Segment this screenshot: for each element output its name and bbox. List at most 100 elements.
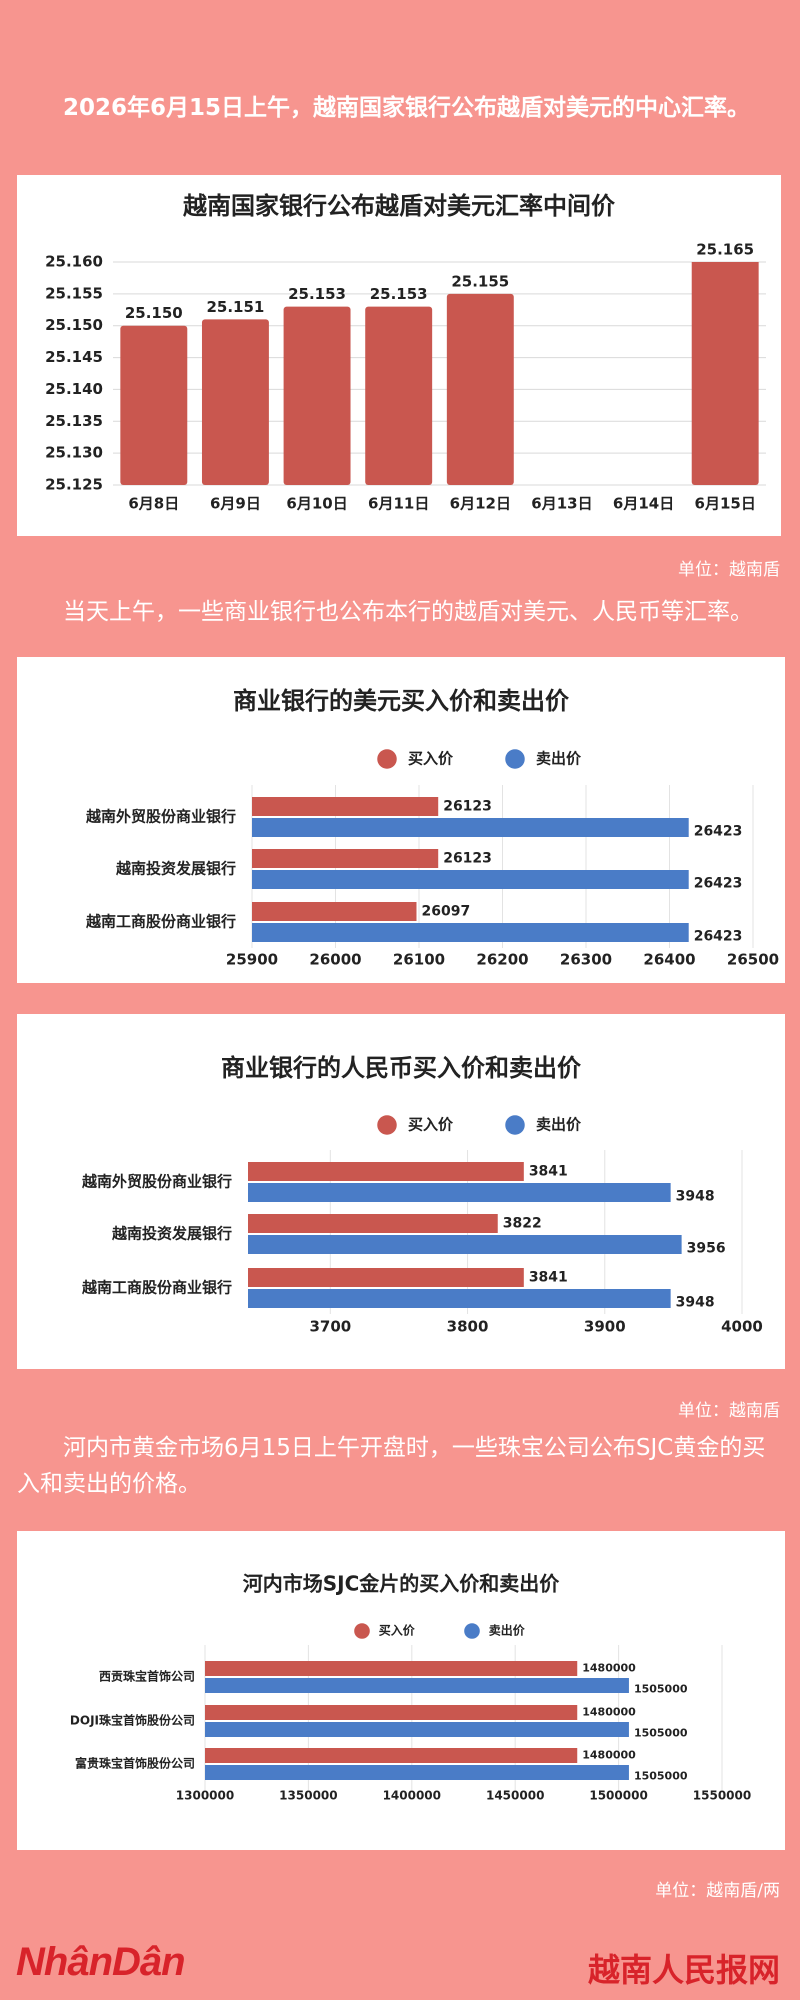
legend-label: 卖出价 [536,1116,582,1134]
y-tick-label: 25.155 [45,284,103,302]
data-label: 25.150 [125,304,183,322]
data-label: 1480000 [582,1749,636,1762]
bar [248,1235,682,1254]
data-label: 26123 [443,851,492,867]
x-tick-label: 4000 [721,1318,763,1336]
bar [201,319,269,485]
bar [248,1214,498,1233]
bar [691,262,759,485]
chart-title: 越南国家银行公布越盾对美元汇率中间价 [183,192,616,220]
data-label: 3956 [687,1241,726,1257]
data-label: 3822 [503,1216,542,1232]
bar [248,1268,524,1287]
unit-note: 单位：越南盾 [678,560,780,580]
data-label: 1480000 [582,1662,636,1675]
legend-label: 买入价 [408,1116,454,1134]
x-tick-label: 3900 [584,1318,626,1336]
x-tick-label: 26100 [393,951,445,969]
data-label: 26123 [443,799,492,815]
x-tick-label: 6月15日 [695,495,756,513]
chart-panel: 商业银行的人民币买入价和卖出价 3700 3800 3900 4000 买入价 卖出价 越南外… [17,1014,785,1369]
chart: 商业银行的人民币买入价和卖出价 3700 3800 3900 4000 买入价 卖出价越南外… [81,1054,763,1336]
x-tick-label: 6月9日 [210,495,261,513]
unit-note: 单位：越南盾 [678,1401,780,1421]
chart: 越南国家银行公布越盾对美元汇率中间价 25.125 25.130 25.135 25.1… [45,192,766,513]
legend-label: 卖出价 [489,1623,526,1638]
data-label: 25.153 [370,285,428,303]
x-tick-label: 26500 [727,951,779,969]
logo: 越南人民报网 [587,1951,780,1989]
legend-marker [354,1623,370,1639]
data-label: 25.151 [206,298,264,316]
chart-title: 商业银行的美元买入价和卖出价 [233,687,570,715]
bar [248,1183,671,1202]
bar [252,870,689,889]
category-label: 越南外贸股份商业银行 [81,1173,232,1191]
chart: 河内市场SJC金片的买入价和卖出价 1300000 1350000 1400000 14… [70,1572,751,1803]
category-label: 越南投资发展银行 [111,1225,232,1243]
bar [252,797,439,816]
y-tick-label: 25.125 [45,476,103,494]
x-tick-label: 26000 [309,951,361,969]
unit-note: 单位：越南盾/两 [655,1881,780,1901]
chart-panel: 河内市场SJC金片的买入价和卖出价 1300000 1350000 1400000 14… [17,1531,785,1850]
legend-label: 买入价 [379,1624,416,1638]
x-tick-label: 26400 [643,951,695,969]
x-tick-label: 1400000 [383,1789,441,1803]
legend-marker [505,749,525,769]
chart-title: 商业银行的人民币买入价和卖出价 [221,1054,582,1082]
data-label: 26423 [694,876,743,892]
data-label: 26097 [421,904,470,920]
category-label: 越南外贸股份商业银行 [85,808,236,826]
chart-title: 河内市场SJC金片的买入价和卖出价 [243,1572,561,1596]
category-label: 越南工商股份商业银行 [85,913,236,931]
data-label: 1505000 [634,1727,688,1740]
legend-label: 卖出价 [536,750,582,768]
data-label: 3841 [529,1270,568,1286]
data-label: 1505000 [634,1770,688,1783]
y-tick-label: 25.140 [45,380,103,398]
data-label: 25.155 [451,272,509,290]
bar [252,902,417,921]
bar [248,1289,671,1308]
x-tick-label: 6月12日 [450,495,511,513]
legend-marker [464,1623,480,1639]
bar [283,306,351,485]
category-label: 富贵珠宝首饰股份公司 [75,1756,195,1771]
data-label: 1480000 [582,1706,636,1719]
y-tick-label: 25.130 [45,444,103,462]
y-tick-label: 25.145 [45,348,103,366]
bar [365,306,433,485]
x-tick-label: 6月11日 [368,495,429,513]
x-tick-label: 1550000 [693,1789,751,1803]
bar [252,923,689,942]
x-tick-label: 6月10日 [286,495,347,513]
chart-panel: 越南国家银行公布越盾对美元汇率中间价 25.125 25.130 25.135 25.1… [17,175,781,536]
chart: 商业银行的美元买入价和卖出价 25900 26000 26100 26200 26300 2… [85,687,779,969]
legend-marker [505,1115,525,1135]
data-label: 3948 [676,1295,715,1311]
bar [252,818,689,837]
bar [252,849,439,868]
category-label: 越南工商股份商业银行 [81,1279,232,1297]
x-tick-label: 6月8日 [128,495,179,513]
y-tick-label: 25.135 [45,412,103,430]
category-label: 西贡珠宝首饰公司 [99,1669,195,1684]
bar [205,1678,629,1693]
paragraph: 当天上午，一些商业银行也公布本行的越盾对美元、人民币等汇率。 [63,599,753,625]
bar [205,1705,578,1720]
data-label: 25.153 [288,285,346,303]
bar [446,293,514,485]
bar [205,1765,629,1780]
x-tick-label: 1300000 [176,1789,234,1803]
bar [248,1162,524,1181]
x-tick-label: 25900 [226,951,278,969]
bar [205,1748,578,1763]
chart-panel: 商业银行的美元买入价和卖出价 25900 26000 26100 26200 26300 2… [17,657,785,983]
category-label: DOJI珠宝首饰股份公司 [70,1713,195,1728]
bar [120,325,188,485]
x-tick-label: 1350000 [279,1789,337,1803]
x-tick-label: 26300 [560,951,612,969]
y-tick-label: 25.160 [45,253,103,271]
